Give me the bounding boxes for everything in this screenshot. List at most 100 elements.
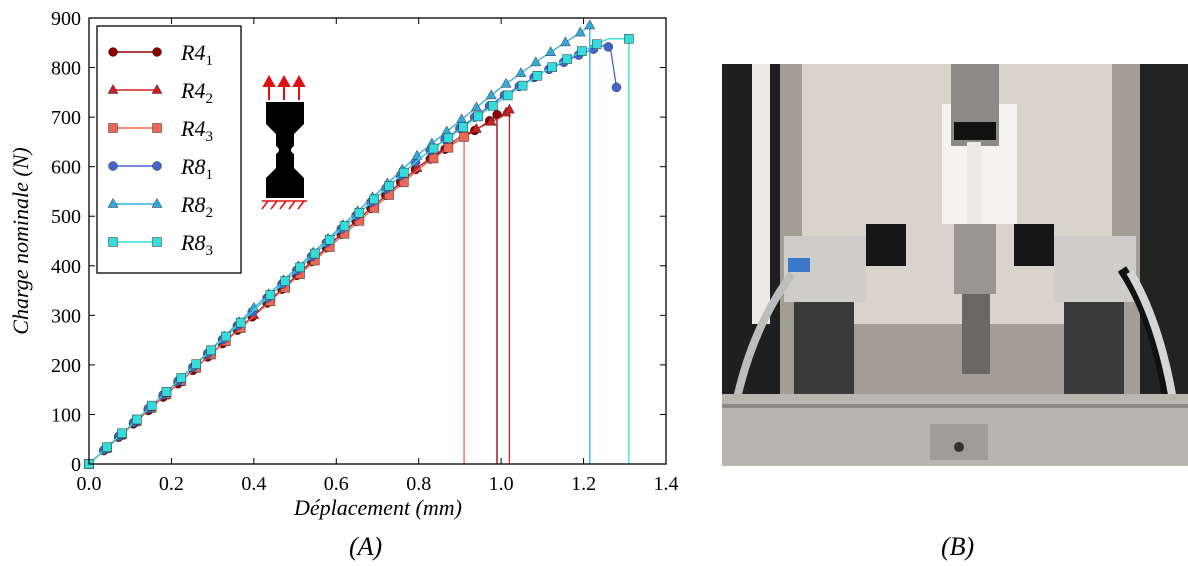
data-point (562, 54, 572, 64)
data-point (235, 317, 246, 328)
data-point (459, 132, 469, 142)
data-point (248, 301, 260, 312)
data-point (485, 89, 497, 100)
x-tick-label: 0.4 (241, 473, 266, 495)
data-point (354, 208, 365, 218)
upper-clamp (954, 122, 996, 140)
data-point (532, 71, 543, 81)
y-tick-label: 700 (51, 107, 81, 129)
y-tick-label: 800 (51, 58, 81, 80)
data-point (503, 103, 515, 114)
legend-marker (108, 123, 118, 133)
y-axis-label: Charge nominale (N) (8, 147, 33, 334)
data-point (191, 359, 201, 369)
legend-marker (152, 123, 162, 133)
y-tick-label: 900 (51, 8, 81, 30)
data-point (132, 414, 142, 425)
data-point (574, 26, 586, 37)
left-cable-plug (788, 258, 810, 272)
legend-marker (151, 197, 163, 208)
data-point (500, 77, 512, 88)
x-tick-label: 1.0 (489, 473, 514, 495)
data-point (456, 113, 468, 124)
lower-rod (962, 294, 990, 374)
data-point (295, 262, 305, 273)
x-tick-label: 1.2 (571, 473, 596, 495)
data-point (488, 100, 498, 111)
legend-marker (107, 197, 119, 208)
data-point (102, 442, 112, 452)
data-point (592, 39, 602, 49)
data-point (443, 133, 454, 143)
lower-grip (954, 224, 996, 294)
data-point (265, 290, 276, 300)
legend-label-subscript: 1 (205, 53, 213, 69)
data-point (369, 194, 379, 205)
data-point (458, 122, 468, 132)
data-point (324, 234, 335, 245)
data-point (310, 248, 320, 259)
data-point (547, 62, 557, 72)
y-tick-label: 500 (51, 206, 81, 228)
left-frame-column (722, 64, 780, 394)
data-point (545, 46, 557, 56)
y-tick-label: 0 (71, 454, 81, 476)
data-point (221, 331, 231, 342)
x-tick-label: 0.6 (324, 473, 349, 495)
data-point (560, 36, 571, 47)
specimen (967, 142, 981, 234)
left-lens (866, 224, 906, 266)
data-point (206, 345, 216, 356)
data-point (399, 167, 409, 178)
y-tick-label: 200 (51, 355, 81, 377)
data-point (411, 149, 423, 160)
data-point (428, 143, 439, 154)
data-point (146, 400, 157, 411)
data-point (517, 80, 528, 91)
data-point (611, 82, 622, 93)
data-point (502, 90, 513, 101)
data-point (117, 428, 127, 439)
data-point (339, 221, 350, 231)
data-point (473, 111, 483, 122)
legend-box (96, 25, 242, 274)
load-displacement-chart: 0.0 0.2 0.4 0.6 0.8 1.0 1.2 1.4 0 100 200 300 400 500… (8, 8, 679, 520)
x-axis-label: Déplacement (mm) (293, 495, 462, 520)
test-setup-photo (722, 64, 1188, 466)
right-lens (1014, 224, 1054, 266)
left-ruler (752, 64, 770, 324)
data-point (411, 162, 423, 172)
data-point (280, 276, 290, 286)
data-point (443, 142, 454, 153)
data-point (515, 67, 527, 77)
legend-label-subscript: 3 (205, 129, 213, 145)
data-point (470, 122, 482, 133)
legend-marker (152, 161, 162, 171)
y-tick-label: 300 (51, 305, 81, 327)
legend-marker (108, 161, 118, 171)
legend-label-subscript: 2 (205, 205, 213, 221)
legend-label-subscript: 3 (205, 243, 213, 259)
x-tick-label: 0.8 (406, 473, 431, 495)
data-point (584, 19, 596, 30)
legend-label-subscript: 2 (205, 91, 213, 107)
right-frame-column (1140, 64, 1188, 394)
legend-marker (151, 83, 163, 94)
data-point (176, 373, 187, 383)
series-r8-3 (84, 34, 634, 469)
specimen-icon (261, 74, 307, 210)
chart-panel: 0.0 0.2 0.4 0.6 0.8 1.0 1.2 1.4 0 100 200 300 400 500… (8, 8, 679, 520)
legend-marker (108, 237, 118, 247)
data-point (530, 56, 542, 67)
data-point (577, 46, 587, 56)
y-tick-label: 100 (51, 404, 81, 426)
data-point (485, 115, 497, 126)
y-tick-label: 600 (51, 157, 81, 179)
data-point (470, 101, 482, 112)
legend-marker (152, 47, 162, 57)
legend-label-subscript: 1 (205, 167, 213, 183)
data-point (603, 42, 614, 52)
data-point (384, 181, 394, 191)
x-tick-label: 0.2 (159, 473, 184, 495)
legend-marker (108, 47, 118, 57)
